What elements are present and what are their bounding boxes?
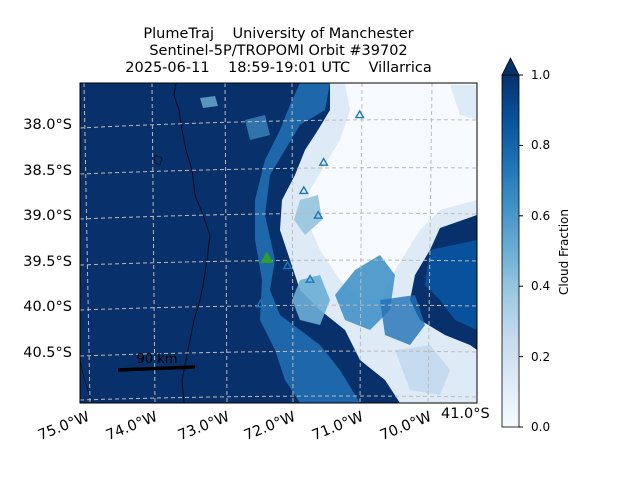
colorbar [501, 74, 520, 428]
target-volcano-icon [260, 251, 274, 263]
lat-tick-label: 40.0°S [23, 299, 72, 315]
volcano-icon [255, 298, 266, 308]
volcano-markers [255, 109, 365, 308]
colorbar-label: Cloud Fraction [557, 209, 571, 295]
colorbar-tick-label: 0.0 [531, 420, 551, 434]
colorbar-tick-label: 0.4 [531, 279, 551, 293]
map-frame [79, 82, 478, 404]
colorbar-tick-label: 0.2 [531, 350, 551, 364]
colorbar-tick-label: 1.0 [531, 68, 551, 82]
scale-bar-label: 90 km [137, 352, 178, 367]
colorbar-extend-arrow [501, 57, 520, 76]
cloud-fraction-field [80, 83, 477, 403]
corner-lat-label: 41.0°S [441, 406, 490, 422]
lat-tick-label: 39.0°S [23, 208, 72, 224]
title-line-3: 2025-06-11 18:59-19:01 UTC Villarrica [125, 60, 432, 76]
lat-tick-label: 39.5°S [23, 254, 72, 270]
title-line-1: PlumeTraj University of Manchester [143, 26, 414, 42]
volcano-icon [354, 109, 365, 119]
volcano-icon [305, 274, 316, 283]
volcano-icon [298, 185, 309, 195]
lat-tick-label: 38.0°S [23, 117, 72, 133]
lat-tick-label: 38.5°S [23, 163, 72, 179]
lat-tick-label: 40.5°S [23, 345, 72, 361]
title-line-2: Sentinel-5P/TROPOMI Orbit #39702 [149, 43, 408, 59]
colorbar-tick-label: 0.6 [531, 209, 551, 223]
volcano-icon [318, 157, 329, 166]
volcano-icon [313, 210, 324, 219]
volcano-icon [282, 260, 293, 270]
scale-bar [117, 365, 196, 372]
colorbar-tick-label: 0.8 [531, 138, 551, 152]
